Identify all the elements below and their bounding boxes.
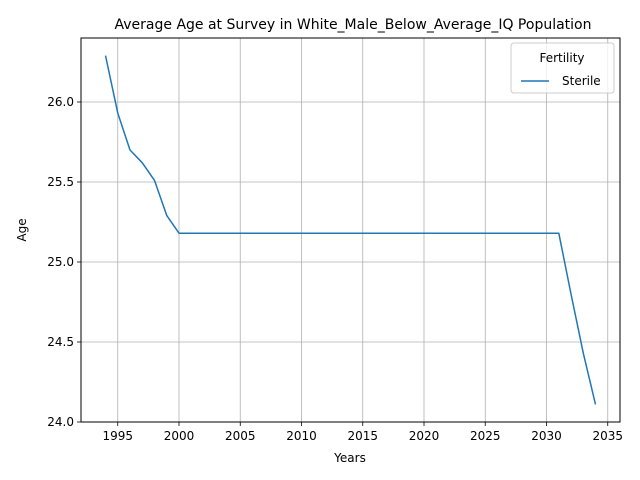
y-tick-label: 25.5 bbox=[47, 175, 74, 189]
y-tick-label: 26.0 bbox=[47, 95, 74, 109]
legend-entry-label: Sterile bbox=[562, 74, 601, 88]
x-tick-label: 2000 bbox=[164, 429, 195, 443]
x-tick-label: 2010 bbox=[286, 429, 317, 443]
x-tick-label: 1995 bbox=[102, 429, 133, 443]
legend-title: Fertility bbox=[539, 51, 584, 65]
y-axis-label: Age bbox=[15, 218, 29, 241]
chart-title: Average Age at Survey in White_Male_Belo… bbox=[115, 17, 592, 33]
series-layer bbox=[104, 55, 597, 405]
x-axis: 1995 2000 2005 2010 2015 2020 2025 2030 2035 bbox=[102, 422, 623, 443]
x-tick-label: 2030 bbox=[531, 429, 562, 443]
series-line-sterile bbox=[104, 55, 597, 405]
plot-frame bbox=[80, 37, 621, 423]
y-tick-label: 24.0 bbox=[47, 415, 74, 429]
x-tick-label: 2020 bbox=[409, 429, 440, 443]
x-tick-label: 2035 bbox=[592, 429, 623, 443]
x-tick-label: 2005 bbox=[225, 429, 256, 443]
legend: Fertility Sterile bbox=[510, 42, 615, 94]
x-axis-label: Years bbox=[333, 451, 366, 465]
y-tick-label: 24.5 bbox=[47, 335, 74, 349]
y-tick-label: 25.0 bbox=[47, 255, 74, 269]
x-tick-label: 2015 bbox=[347, 429, 378, 443]
y-axis: 24.0 24.5 25.0 25.5 26.0 bbox=[47, 95, 81, 429]
x-tick-label: 2025 bbox=[470, 429, 501, 443]
